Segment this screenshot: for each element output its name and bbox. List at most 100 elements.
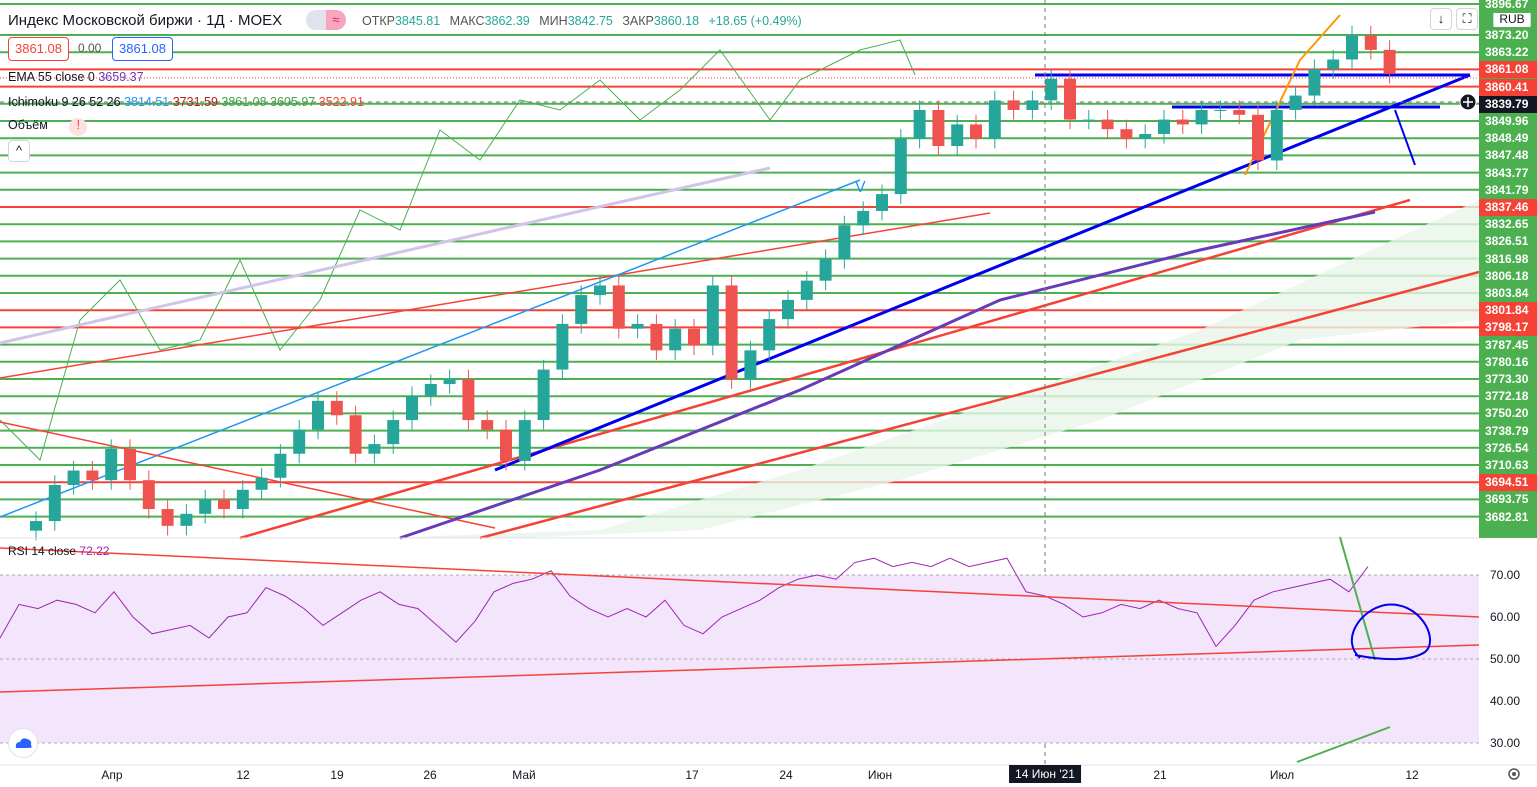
candle bbox=[688, 328, 700, 346]
horizontal-levels bbox=[0, 3, 1479, 518]
candle bbox=[575, 295, 588, 324]
ema-label: EMA 55 close 0 bbox=[8, 70, 95, 84]
ema-value: 3659.37 bbox=[98, 70, 144, 84]
candle bbox=[500, 429, 512, 461]
trendline bbox=[0, 166, 771, 345]
warning-icon[interactable]: ! bbox=[69, 118, 88, 136]
candle bbox=[556, 323, 569, 370]
price-label: 3750.20 bbox=[1479, 405, 1537, 423]
candle bbox=[124, 448, 136, 481]
price-label: 3780.16 bbox=[1479, 353, 1537, 371]
scroll-down-icon[interactable]: ↓ bbox=[1430, 8, 1452, 30]
volume-label: Объём bbox=[8, 118, 48, 132]
candle bbox=[274, 453, 287, 478]
candle bbox=[1383, 49, 1396, 74]
candle bbox=[932, 109, 945, 147]
price-label: 3693.75 bbox=[1479, 491, 1537, 509]
price-label: 3861.08 bbox=[1479, 61, 1537, 79]
price-label: 3847.48 bbox=[1479, 147, 1537, 165]
candle bbox=[1176, 119, 1189, 125]
candle bbox=[330, 400, 343, 416]
candle bbox=[988, 100, 1001, 139]
candle bbox=[1139, 134, 1152, 139]
candle bbox=[199, 499, 212, 514]
price-label: 3798.17 bbox=[1479, 319, 1537, 337]
candle bbox=[951, 124, 964, 147]
candle bbox=[387, 420, 400, 445]
high-value: 3862.39 bbox=[484, 14, 530, 28]
blue-trendline bbox=[494, 73, 1471, 472]
candle bbox=[462, 379, 475, 421]
rsi-value: 72.22 bbox=[79, 544, 110, 558]
candle bbox=[67, 470, 80, 485]
candle bbox=[368, 444, 381, 454]
time-label: Июн bbox=[867, 768, 893, 782]
candle bbox=[255, 477, 268, 490]
ichimoku-legend[interactable]: Ichimoku 9 26 52 26 3814.51 3731.59 3861… bbox=[8, 95, 364, 109]
open-value: 3845.81 bbox=[394, 14, 441, 28]
candle bbox=[1007, 100, 1020, 110]
candle bbox=[1252, 114, 1264, 161]
rsi-label: RSI 14 close bbox=[8, 544, 77, 558]
time-label: Май bbox=[512, 768, 536, 782]
ema-line bbox=[399, 210, 1376, 540]
rsi-axis-label: 70.00 bbox=[1490, 568, 1521, 582]
time-label: 21 bbox=[1153, 768, 1167, 782]
candle bbox=[161, 509, 174, 526]
candle bbox=[1045, 78, 1058, 101]
collapse-legend-button[interactable]: ^ bbox=[8, 140, 30, 162]
volume-legend[interactable]: Объём ! bbox=[8, 118, 88, 136]
trendline bbox=[0, 421, 496, 529]
high-label: МАКС bbox=[449, 14, 485, 28]
settings-gear-icon[interactable] bbox=[1506, 766, 1522, 782]
ichimoku-lagging-line bbox=[0, 39, 916, 461]
buy-button[interactable]: 3861.08 bbox=[112, 37, 173, 61]
fullscreen-icon[interactable]: ⛶ bbox=[1456, 8, 1478, 30]
candle bbox=[1064, 78, 1076, 120]
symbol-title[interactable]: Индекс Московской биржи · 1Д · MOEX bbox=[8, 12, 283, 29]
price-label: 3803.84 bbox=[1479, 285, 1537, 302]
price-label: 3806.18 bbox=[1479, 267, 1537, 285]
price-label: 3873.20 bbox=[1479, 27, 1537, 44]
candle bbox=[970, 124, 982, 139]
price-label: 3849.96 bbox=[1479, 113, 1537, 130]
time-label: 12 bbox=[1405, 768, 1419, 782]
trendline bbox=[0, 212, 991, 379]
blue-arrow bbox=[1394, 109, 1416, 166]
price-label: 3863.22 bbox=[1479, 44, 1537, 62]
price-label: 3682.81 bbox=[1479, 508, 1537, 526]
compare-icon: ≈ bbox=[326, 10, 346, 30]
price-label: 3694.51 bbox=[1479, 474, 1537, 492]
candle bbox=[876, 194, 888, 211]
candle bbox=[631, 323, 644, 329]
candle bbox=[218, 499, 230, 510]
ichimoku-value: 3861.08 bbox=[221, 95, 267, 109]
candle bbox=[857, 210, 870, 226]
rsi-axis-label: 50.00 bbox=[1490, 652, 1521, 666]
rsi-legend[interactable]: RSI 14 close 72.22 bbox=[8, 544, 109, 558]
candle bbox=[105, 448, 118, 481]
price-label: 3816.98 bbox=[1479, 250, 1537, 268]
ema-legend[interactable]: EMA 55 close 0 3659.37 bbox=[8, 70, 144, 84]
trendline bbox=[0, 179, 861, 518]
candle bbox=[763, 319, 776, 351]
candle bbox=[1289, 95, 1302, 110]
tradingview-logo-icon[interactable] bbox=[8, 728, 38, 758]
open-label: ОТКР bbox=[362, 14, 395, 28]
change-value: +18.65 (+0.49%) bbox=[708, 14, 802, 28]
candle bbox=[1026, 100, 1039, 110]
rsi-line bbox=[0, 557, 1369, 648]
price-label: 3726.54 bbox=[1479, 439, 1537, 457]
ichimoku-cloud bbox=[380, 200, 1479, 538]
candle bbox=[1195, 109, 1208, 125]
trendline bbox=[479, 270, 1480, 540]
sell-button[interactable]: 3861.08 bbox=[8, 37, 69, 61]
price-label: 3841.79 bbox=[1479, 181, 1537, 199]
compare-toggle[interactable]: ≈ bbox=[306, 10, 346, 30]
candle bbox=[913, 109, 926, 139]
candle bbox=[1101, 119, 1114, 130]
price-label: 3738.79 bbox=[1479, 422, 1537, 440]
rsi-trendline bbox=[0, 547, 1480, 618]
hand-drawn-circle bbox=[1350, 603, 1431, 661]
